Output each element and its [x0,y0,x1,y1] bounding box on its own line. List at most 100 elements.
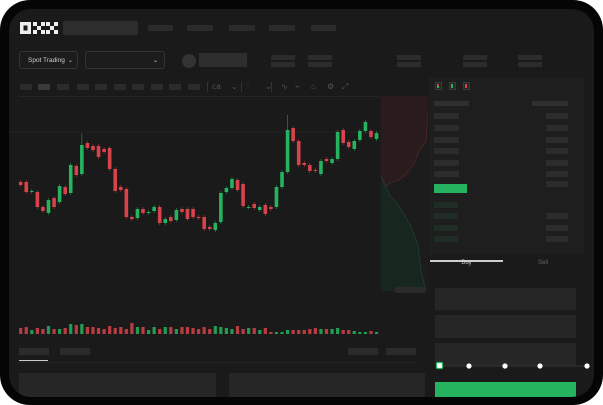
timeframe-button[interactable] [77,84,89,90]
candle-type-icon[interactable]: ⫶ [247,82,249,91]
volume-bar [152,327,156,334]
volume-bar [169,327,173,334]
camera-icon[interactable]: ⌂ [311,82,316,91]
volume-bar [91,327,95,334]
candle [102,149,106,152]
ask-amount [546,137,568,143]
bid-price [434,213,458,219]
nav-item[interactable] [311,25,336,31]
assets-card [229,373,425,397]
timeframe-button[interactable] [169,84,181,90]
candle [313,170,318,171]
gear-icon[interactable]: ⚙ [327,82,335,91]
candle [180,209,184,212]
volume-bar [185,327,190,334]
nav-item[interactable] [148,25,173,31]
candle [202,217,206,229]
candle [96,146,101,157]
volume-bar [213,326,217,334]
candle [130,217,134,219]
coin-avatar [182,54,196,68]
tab-order-history[interactable] [60,348,90,355]
expand-icon[interactable]: ⤢ [342,82,349,91]
search-placeholder[interactable] [63,21,138,35]
candle [358,131,362,140]
candle [141,209,145,213]
timeframe-button[interactable] [57,84,69,90]
candle [174,210,179,220]
candle [169,217,173,221]
wave-icon[interactable]: ∿ [281,82,288,91]
toolbar-separator [207,82,208,92]
timeframe-button[interactable] [38,84,50,90]
volume-bar [191,328,195,334]
okx-logo[interactable] [20,22,58,34]
price-input[interactable] [435,288,576,310]
volume-bar [158,329,162,334]
volume-bar [35,328,39,334]
timeframe-button[interactable] [114,84,126,90]
candle [302,163,307,165]
tab-buy[interactable]: Buy [461,260,472,266]
candle [369,131,373,137]
ask-amount [546,148,568,154]
candle [41,207,45,211]
candle [319,161,323,174]
candle [363,122,368,131]
timeframe-button[interactable] [188,84,200,90]
candle [230,179,234,188]
filter-button[interactable] [348,348,378,355]
timeframe-button[interactable] [151,84,163,90]
tab-open-orders[interactable] [19,348,49,355]
price-chart[interactable] [9,97,381,337]
volume-bar [197,329,201,334]
timeframe-button[interactable] [95,84,107,90]
indicator-icon[interactable]: ⅽa [212,82,221,91]
candle [118,187,123,190]
orderbook-both-icon[interactable] [435,82,442,90]
amount-input[interactable] [435,315,576,338]
total-input[interactable] [435,343,576,366]
candle [241,184,245,206]
timeframe-button[interactable] [132,84,144,90]
ruler-icon[interactable]: ⌁ [295,82,300,91]
stat-label [271,55,295,60]
volume-bar [19,328,23,334]
chevron-down-icon[interactable]: ⌄ [231,82,238,91]
nav-item[interactable] [229,25,255,31]
volume-bar [285,330,290,334]
volume-bar [235,326,240,334]
spot-trading-dropdown[interactable]: Spot Trading ⌄ [19,51,78,69]
ask-price [434,125,459,131]
buy-submit-button[interactable] [435,382,576,397]
candle [330,159,334,163]
orderbook-asks-icon[interactable] [463,82,470,90]
stat-label [397,55,421,60]
filter-button[interactable] [386,348,416,355]
nav-item[interactable] [269,25,295,31]
candle [74,166,79,175]
volume-bar [302,330,306,334]
volume-bar [336,328,340,334]
timeframe-button[interactable] [20,84,32,90]
candle [35,192,40,207]
ask-price [434,137,459,143]
amount-slider[interactable] [435,361,594,371]
volume-bar [219,327,223,334]
candle [191,209,195,217]
volume-bar [230,329,234,334]
orderbook-bids-icon[interactable] [449,82,456,90]
volume-bar [347,330,351,334]
last-price-highlight [434,184,467,193]
bid-price [434,202,458,208]
pair-dropdown[interactable]: ⌄ [85,51,165,69]
chevron-down-icon[interactable]: ⌄ [265,82,272,91]
nav-item[interactable] [187,25,213,31]
volume-bar [74,325,78,334]
candle [135,209,140,218]
tab-sell[interactable]: Sell [537,260,548,266]
stat-value [518,62,542,67]
stat-value [463,62,487,67]
volume-bar [41,329,45,334]
